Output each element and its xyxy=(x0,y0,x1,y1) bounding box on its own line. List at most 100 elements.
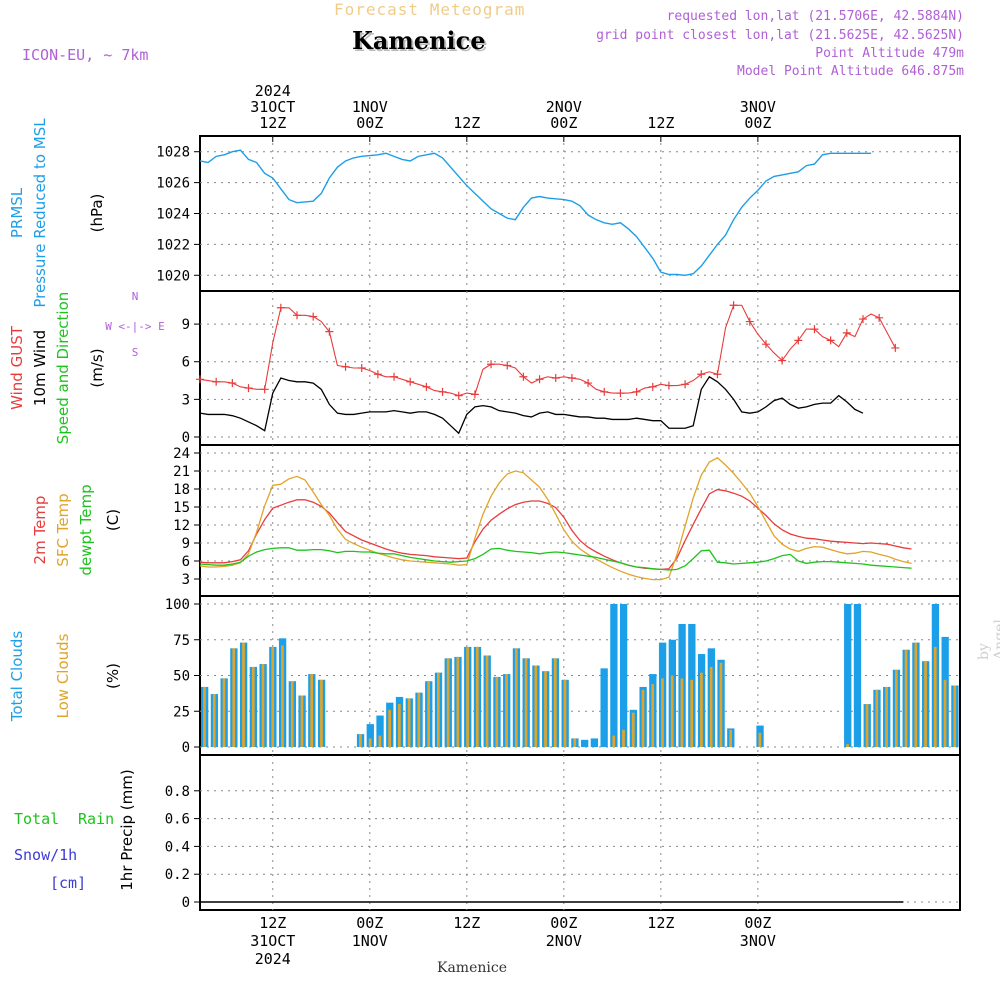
series-line-prmsl xyxy=(199,149,872,276)
cloud-bar-low xyxy=(446,658,450,747)
cloud-bar-low xyxy=(622,729,625,747)
gust-marker xyxy=(454,391,463,400)
gust-marker xyxy=(664,381,673,390)
gust-marker xyxy=(616,389,625,398)
ylabel-dewpt-temp: dewpt Temp xyxy=(77,484,95,575)
gust-marker xyxy=(293,311,302,320)
cloud-bar-low xyxy=(378,735,382,747)
legend-snow: Snow/1h xyxy=(14,846,77,864)
gust-marker xyxy=(325,327,334,336)
y-tick-label: 3 xyxy=(182,392,190,408)
cloud-bar-low xyxy=(427,681,430,747)
y-tick-label: 0.6 xyxy=(165,812,190,828)
y-tick-label: 1022 xyxy=(156,237,190,253)
y-tick-label: 12 xyxy=(173,518,190,534)
gust-marker xyxy=(309,312,318,321)
cloud-bar-low xyxy=(261,664,265,747)
cloud-bar-low xyxy=(631,712,635,747)
y-tick-label: 18 xyxy=(173,482,190,498)
cloud-bar-low xyxy=(700,672,703,747)
top-time-label: 2NOV xyxy=(546,98,582,116)
top-time-label: 00Z xyxy=(550,114,577,132)
top-time-label: 12Z xyxy=(259,114,286,132)
top-time-label: 00Z xyxy=(744,114,771,132)
ylabel-10m-wind: 10m Wind xyxy=(31,330,49,406)
cloud-bar-low xyxy=(359,734,362,747)
ylabel-total-clouds: Total Clouds xyxy=(8,631,26,723)
bottom-time-label: 00Z xyxy=(356,914,383,932)
cloud-bar-low xyxy=(914,642,918,747)
gust-marker xyxy=(535,375,544,384)
cloud-bar-total xyxy=(844,604,852,747)
gust-marker xyxy=(826,336,835,345)
gust-marker xyxy=(729,301,738,310)
ylabel-2m-temp: 2m Temp xyxy=(31,496,49,565)
cloud-bar-low xyxy=(875,689,879,747)
ylabel-percent: (%) xyxy=(104,663,122,689)
bottom-location-label: Kamenice xyxy=(437,960,507,976)
gust-marker xyxy=(487,360,496,369)
gust-marker xyxy=(551,374,560,383)
ylabel-pressure-msl: Pressure Reduced to MSL xyxy=(31,118,49,308)
top-time-label: 00Z xyxy=(356,114,383,132)
cloud-bar-low xyxy=(222,678,226,747)
bottom-time-label: 31OCT xyxy=(250,932,295,950)
bottom-time-label: 12Z xyxy=(259,914,286,932)
y-tick-label: 0 xyxy=(182,430,190,446)
cloud-bar-total xyxy=(600,668,608,747)
y-tick-label: 0 xyxy=(182,895,190,911)
cloud-bar-total xyxy=(610,604,618,747)
y-tick-label: 50 xyxy=(173,669,190,685)
cloud-bar-low xyxy=(524,658,528,747)
y-tick-label: 6 xyxy=(182,554,190,570)
cloud-bar-low xyxy=(544,671,547,747)
gust-marker xyxy=(632,387,641,396)
series-line-wind-gust xyxy=(199,304,896,397)
cloud-bar-low xyxy=(651,684,655,747)
top-time-label: 12Z xyxy=(647,114,674,132)
cloud-bar-low xyxy=(641,689,645,747)
cloud-bar-total xyxy=(366,724,374,747)
cloud-bar-low xyxy=(271,646,275,747)
top-time-label: 12Z xyxy=(453,114,480,132)
cloud-bar-low xyxy=(758,732,762,747)
gust-marker xyxy=(212,377,221,386)
y-tick-label: 0.8 xyxy=(165,784,190,800)
gust-marker xyxy=(503,361,512,370)
cloud-bar-low xyxy=(953,685,957,747)
bottom-time-label: 1NOV xyxy=(352,932,388,950)
gust-marker xyxy=(648,382,657,391)
gust-marker xyxy=(373,370,382,379)
y-tick-label: 1020 xyxy=(156,268,190,284)
gust-marker xyxy=(745,317,754,326)
gust-marker xyxy=(713,370,722,379)
bottom-time-label: 3NOV xyxy=(740,932,776,950)
cloud-bar-low xyxy=(690,679,694,747)
cloud-bar-low xyxy=(466,646,469,747)
cloud-bar-low xyxy=(846,744,849,747)
bottom-time-label: 12Z xyxy=(647,914,674,932)
cloud-bar-low xyxy=(612,735,616,747)
gust-marker xyxy=(341,362,350,371)
location-title: Kamenice xyxy=(352,26,486,55)
cloud-bar-low xyxy=(290,681,294,747)
cloud-bar-total xyxy=(590,738,599,747)
cloud-bar-low xyxy=(943,679,947,747)
cloud-bar-low xyxy=(670,675,674,747)
gust-marker xyxy=(794,336,803,345)
legend-cm: [cm] xyxy=(50,874,86,892)
ylabel-celsius: (C) xyxy=(104,509,122,531)
cloud-bar-low xyxy=(281,645,284,747)
gust-marker xyxy=(891,343,900,352)
compass-south: S xyxy=(132,346,139,359)
cloud-bar-low xyxy=(232,648,236,747)
cloud-bar-low xyxy=(924,661,927,747)
cloud-bar-low xyxy=(388,709,391,747)
cloud-bar-low xyxy=(320,679,323,747)
y-tick-label: 100 xyxy=(165,597,190,613)
y-tick-label: 25 xyxy=(173,704,190,720)
cloud-bar-low xyxy=(933,646,937,747)
bottom-time-label: 00Z xyxy=(550,914,577,932)
gust-marker xyxy=(810,325,819,334)
